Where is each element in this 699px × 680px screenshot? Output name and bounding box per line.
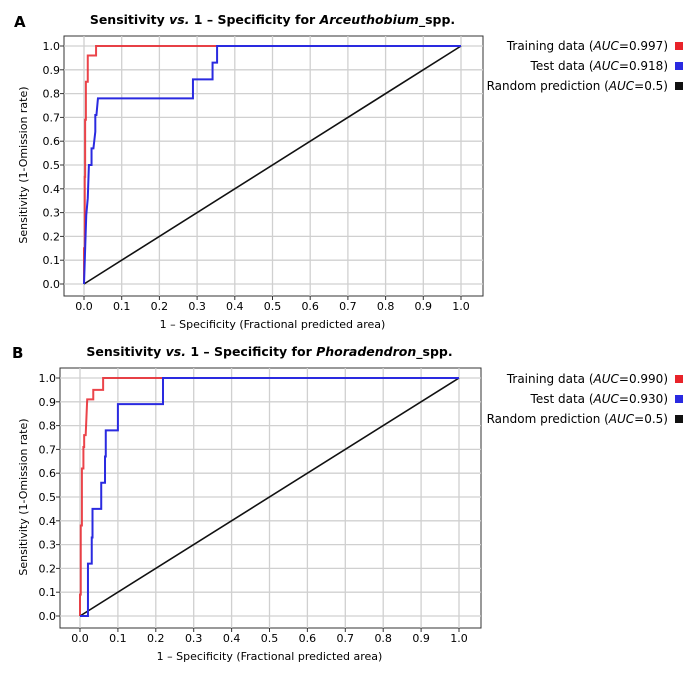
- y-tick-label: 0.3: [43, 207, 61, 220]
- y-tick-label: 0.1: [39, 586, 57, 599]
- x-tick-label: 1.0: [452, 300, 470, 313]
- series-line-random-prediction: [83, 45, 462, 285]
- legend-label: Test data (AUC=0.918): [530, 59, 668, 73]
- y-axis-label: Sensitivity (1-Omission rate): [17, 86, 30, 243]
- y-tick-label: 1.0: [39, 372, 57, 385]
- y-tick-label: 0.0: [43, 278, 61, 291]
- x-tick-label: 0.0: [71, 632, 89, 645]
- x-tick-label: 0.4: [226, 300, 244, 313]
- legend-label: Training data (AUC=0.997): [506, 39, 668, 53]
- y-tick-label: 0.5: [39, 491, 57, 504]
- chart-title: Sensitivity vs. 1 – Specificity for Arce…: [90, 12, 455, 28]
- legend-label: Random prediction (AUC=0.5): [487, 79, 668, 93]
- x-tick-label: 0.3: [188, 300, 206, 313]
- y-tick-label: 0.8: [43, 88, 61, 101]
- x-tick-label: 0.1: [109, 632, 127, 645]
- panel-label: A: [14, 13, 26, 31]
- series-line-random-prediction: [79, 377, 460, 617]
- series-line-training-data: [79, 377, 459, 616]
- panel-label: B: [12, 344, 23, 362]
- chart-panel-B: B Sensitivity vs. 1 – Specificity for Pho…: [12, 344, 683, 663]
- y-tick-label: 0.2: [39, 562, 57, 575]
- y-tick-label: 0.8: [39, 420, 57, 433]
- x-tick-label: 0.7: [339, 300, 357, 313]
- chart-panel-A: A Sensitivity vs. 1 – Specificity for Arc…: [14, 12, 683, 331]
- legend-label: Training data (AUC=0.990): [506, 372, 668, 386]
- y-tick-label: 0.3: [39, 539, 57, 552]
- x-tick-label: 0.4: [223, 632, 241, 645]
- x-tick-label: 0.2: [151, 300, 169, 313]
- legend-swatch: [675, 42, 683, 50]
- x-tick-label: 0.7: [337, 632, 355, 645]
- x-tick-label: 0.5: [261, 632, 279, 645]
- x-tick-label: 0.8: [377, 300, 395, 313]
- x-tick-label: 0.9: [412, 632, 430, 645]
- legend-swatch: [675, 82, 683, 90]
- legend-swatch: [675, 395, 683, 403]
- y-tick-label: 1.0: [43, 40, 61, 53]
- x-tick-label: 0.2: [147, 632, 165, 645]
- legend-swatch: [675, 375, 683, 383]
- legend-label: Test data (AUC=0.930): [530, 392, 668, 406]
- y-tick-label: 0.0: [39, 610, 57, 623]
- x-tick-label: 0.6: [299, 632, 317, 645]
- x-tick-label: 0.3: [185, 632, 203, 645]
- x-tick-label: 0.5: [264, 300, 282, 313]
- y-tick-label: 0.9: [43, 64, 61, 77]
- x-tick-label: 0.6: [301, 300, 319, 313]
- y-tick-label: 0.1: [43, 254, 61, 267]
- y-tick-label: 0.7: [43, 111, 61, 124]
- y-tick-label: 0.5: [43, 159, 61, 172]
- y-tick-label: 0.4: [39, 515, 57, 528]
- x-axis-label: 1 – Specificity (Fractional predicted ar…: [160, 318, 386, 331]
- y-tick-label: 0.9: [39, 396, 57, 409]
- y-tick-label: 0.4: [43, 183, 61, 196]
- x-axis-label: 1 – Specificity (Fractional predicted ar…: [157, 650, 383, 663]
- legend-label: Random prediction (AUC=0.5): [487, 412, 668, 426]
- y-tick-label: 0.7: [39, 443, 57, 456]
- x-tick-label: 0.0: [75, 300, 93, 313]
- y-tick-label: 0.6: [39, 467, 57, 480]
- chart-title: Sensitivity vs. 1 – Specificity for Phor…: [86, 344, 452, 360]
- x-tick-label: 0.9: [415, 300, 433, 313]
- y-tick-label: 0.2: [43, 230, 61, 243]
- x-tick-label: 0.1: [113, 300, 131, 313]
- y-tick-label: 0.6: [43, 135, 61, 148]
- legend-swatch: [675, 415, 683, 423]
- series-line-test-data: [80, 377, 459, 617]
- legend-swatch: [675, 62, 683, 70]
- y-axis-label: Sensitivity (1-Omission rate): [17, 418, 30, 575]
- x-tick-label: 1.0: [450, 632, 468, 645]
- series-line-test-data: [83, 45, 461, 285]
- x-tick-label: 0.8: [374, 632, 392, 645]
